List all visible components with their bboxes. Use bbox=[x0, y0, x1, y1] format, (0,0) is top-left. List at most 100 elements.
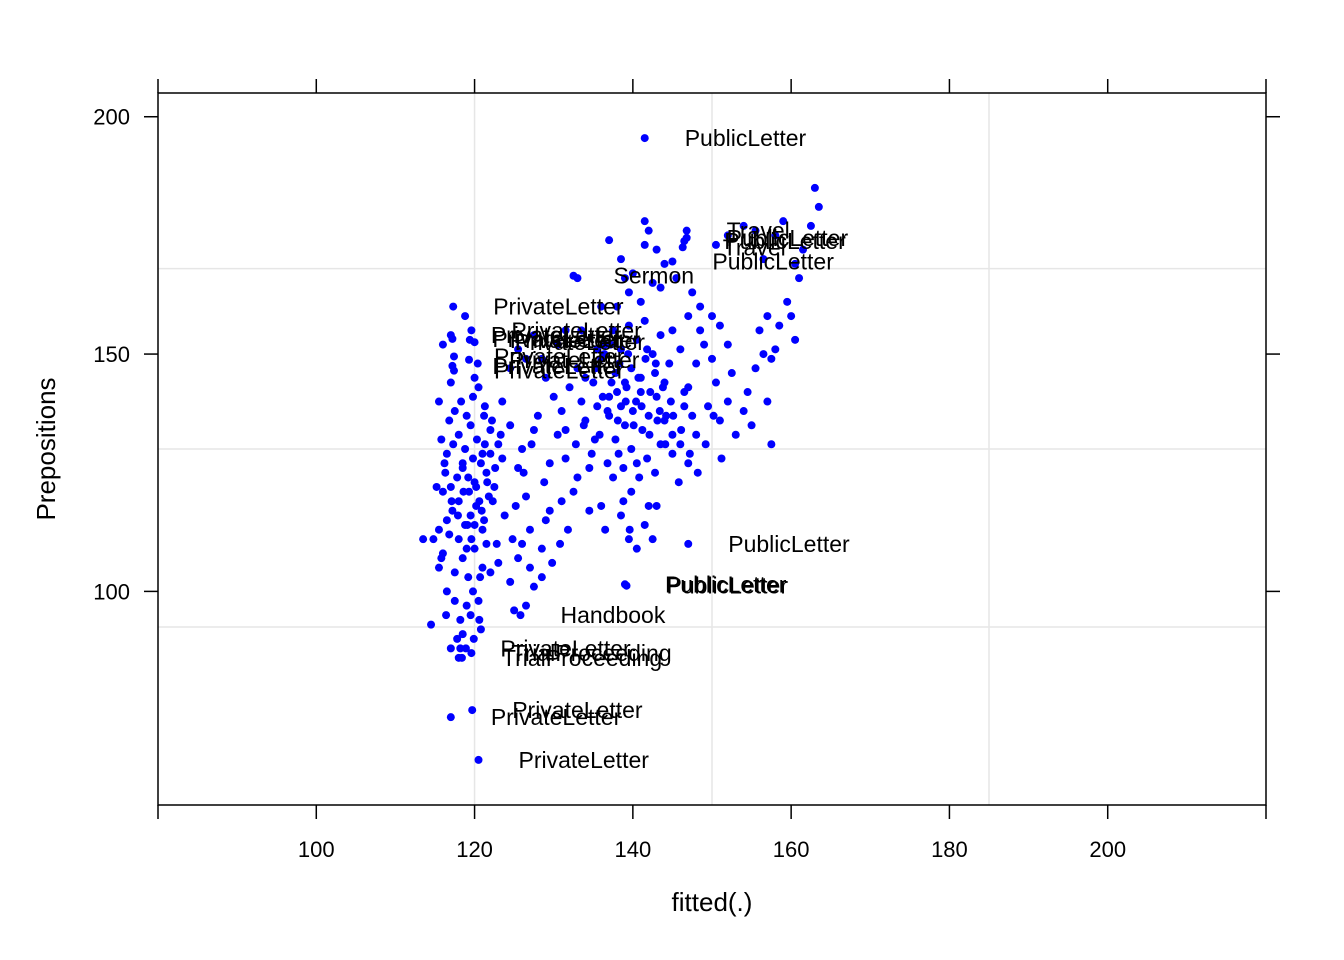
data-point bbox=[441, 468, 450, 477]
data-point bbox=[434, 563, 443, 572]
data-point bbox=[676, 440, 685, 449]
data-point bbox=[458, 554, 467, 563]
data-point bbox=[701, 440, 710, 449]
data-point bbox=[711, 378, 720, 387]
data-point bbox=[668, 326, 677, 335]
data-point bbox=[569, 271, 578, 280]
data-point bbox=[606, 340, 615, 349]
data-point bbox=[516, 611, 525, 620]
data-point bbox=[624, 321, 633, 330]
data-point bbox=[486, 568, 495, 577]
data-point bbox=[640, 520, 649, 529]
x-tick-label: 200 bbox=[1089, 837, 1126, 862]
data-point bbox=[494, 440, 503, 449]
data-point bbox=[557, 407, 566, 416]
point-label: Travel bbox=[723, 234, 786, 260]
data-point bbox=[529, 582, 538, 591]
data-point bbox=[625, 525, 634, 534]
data-point bbox=[434, 525, 443, 534]
data-point bbox=[628, 407, 637, 416]
data-point bbox=[446, 644, 455, 653]
data-point bbox=[593, 402, 602, 411]
data-point bbox=[595, 430, 604, 439]
plot-panel bbox=[157, 92, 1267, 806]
data-point bbox=[468, 454, 477, 463]
data-point bbox=[453, 473, 462, 482]
data-point bbox=[779, 217, 788, 226]
data-point bbox=[470, 520, 479, 529]
x-tick-label: 180 bbox=[931, 837, 968, 862]
data-point bbox=[640, 316, 649, 325]
data-point bbox=[627, 364, 636, 373]
data-point bbox=[763, 397, 772, 406]
data-point bbox=[474, 755, 483, 764]
data-point bbox=[709, 411, 718, 420]
data-point bbox=[519, 468, 528, 477]
data-point bbox=[603, 459, 612, 468]
data-point bbox=[446, 482, 455, 491]
data-point bbox=[635, 473, 644, 482]
point-label: PrivateLetter bbox=[492, 326, 623, 352]
x-tick-label: 100 bbox=[298, 837, 335, 862]
x-tick-label: 140 bbox=[614, 837, 651, 862]
data-point bbox=[541, 373, 550, 382]
data-point bbox=[684, 312, 693, 321]
data-point bbox=[620, 421, 629, 430]
data-point bbox=[727, 369, 736, 378]
data-point bbox=[491, 463, 500, 472]
point-label: PublicLetter bbox=[665, 571, 787, 597]
point-label: PublicLetter bbox=[712, 249, 834, 275]
data-point bbox=[488, 497, 497, 506]
point-label: PrivateLetter bbox=[494, 343, 625, 369]
data-point bbox=[440, 459, 449, 468]
data-point bbox=[467, 326, 476, 335]
x-tick-label: 120 bbox=[456, 837, 493, 862]
data-point bbox=[739, 221, 748, 230]
data-point bbox=[795, 274, 804, 283]
data-point bbox=[600, 350, 609, 359]
data-point bbox=[459, 487, 468, 496]
data-point bbox=[482, 539, 491, 548]
data-point bbox=[669, 411, 678, 420]
data-point bbox=[620, 274, 629, 283]
data-point bbox=[553, 430, 562, 439]
data-point bbox=[476, 459, 485, 468]
data-point bbox=[611, 435, 620, 444]
data-point bbox=[814, 202, 823, 211]
data-point bbox=[561, 426, 570, 435]
point-label: PublicLetter bbox=[685, 125, 807, 151]
data-point bbox=[791, 259, 800, 268]
data-point bbox=[696, 302, 705, 311]
data-point bbox=[476, 573, 485, 582]
data-point bbox=[787, 312, 796, 321]
point-label: Travel bbox=[727, 218, 790, 244]
data-point bbox=[799, 245, 808, 254]
data-point bbox=[470, 373, 479, 382]
data-point bbox=[478, 563, 487, 572]
data-point bbox=[680, 402, 689, 411]
data-point bbox=[629, 421, 638, 430]
data-point bbox=[665, 359, 674, 368]
data-point bbox=[442, 516, 451, 525]
data-point bbox=[453, 634, 462, 643]
data-point bbox=[601, 525, 610, 534]
data-point bbox=[598, 392, 607, 401]
data-point bbox=[556, 539, 565, 548]
data-point bbox=[624, 535, 633, 544]
data-point bbox=[693, 468, 702, 477]
data-point bbox=[597, 501, 606, 510]
data-point bbox=[561, 326, 570, 335]
data-point bbox=[514, 463, 523, 472]
data-point bbox=[442, 611, 451, 620]
point-label: Sermon bbox=[614, 263, 695, 289]
data-point bbox=[708, 354, 716, 363]
data-point bbox=[483, 478, 492, 487]
data-point bbox=[500, 511, 509, 520]
data-point bbox=[627, 445, 636, 453]
data-point bbox=[438, 487, 447, 496]
point-label: PublicLetter bbox=[727, 225, 849, 251]
data-point bbox=[537, 354, 546, 363]
data-point bbox=[510, 606, 519, 615]
data-point bbox=[498, 397, 507, 406]
data-point bbox=[522, 492, 531, 501]
